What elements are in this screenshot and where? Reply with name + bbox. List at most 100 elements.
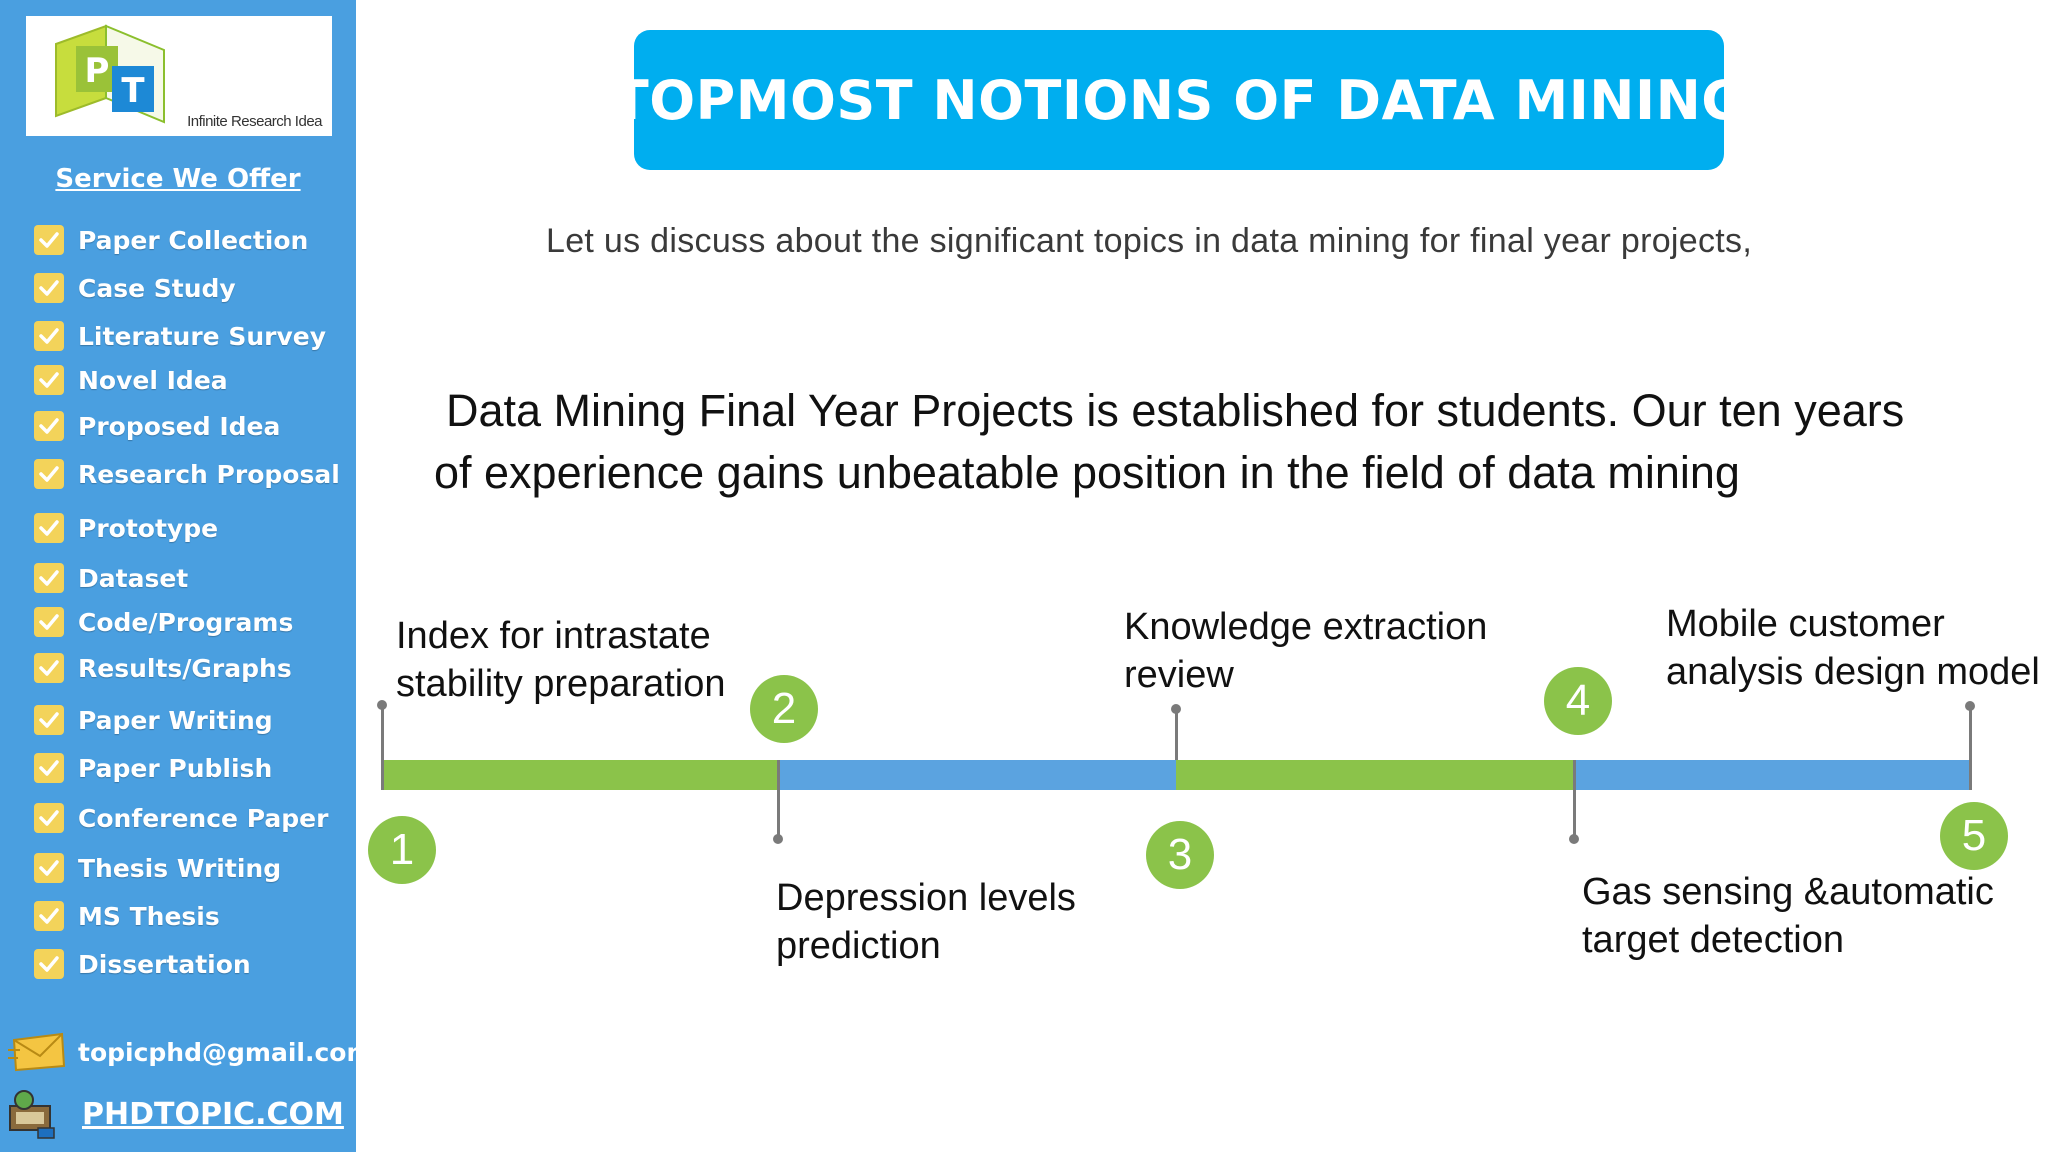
milestone-number-5: 5: [1940, 802, 2008, 870]
service-heading[interactable]: Service We Offer: [55, 164, 301, 194]
milestone-label-5: Mobile customer analysis design model: [1666, 600, 2040, 696]
sidebar-item[interactable]: Research Proposal: [34, 456, 340, 492]
title-banner: TOPMOST NOTIONS OF DATA MINING: [612, 30, 1746, 170]
tick-dot-5: [1965, 701, 1975, 711]
sidebar-item[interactable]: Code/Programs: [34, 604, 293, 640]
milestone-label-4: Gas sensing &automatic target detection: [1582, 868, 1994, 964]
email-envelope-icon: [8, 1032, 66, 1072]
timeline-segment-3: [1176, 760, 1574, 790]
sidebar-item-label: Paper Publish: [78, 753, 273, 783]
intro-paragraph: Data Mining Final Year Projects is estab…: [434, 380, 2034, 504]
sidebar-item[interactable]: Paper Writing: [34, 702, 273, 738]
sidebar-item-label: Results/Graphs: [78, 653, 292, 683]
sidebar-item-label: Literature Survey: [78, 321, 327, 351]
sidebar-item[interactable]: Dataset: [34, 560, 188, 596]
email-address[interactable]: topicphd@gmail.com: [78, 1037, 373, 1067]
milestone-2-line-2: prediction: [776, 925, 941, 967]
checkbox-icon: [34, 459, 64, 489]
sidebar-item[interactable]: Literature Survey: [34, 318, 326, 354]
sidebar-item[interactable]: Paper Collection: [34, 222, 308, 258]
milestone-label-3: Knowledge extraction review: [1124, 603, 1487, 699]
milestone-4-line-2: target detection: [1582, 919, 1844, 961]
subtitle: Let us discuss about the significant top…: [546, 222, 1753, 260]
web-globe-icon: [9, 1090, 55, 1139]
sidebar: P T Infinite Research Idea Service We Of…: [0, 0, 373, 1152]
checkbox-icon: [34, 273, 64, 303]
tick-3: [1175, 712, 1178, 760]
checkbox-icon: [34, 901, 64, 931]
milestone-1-line-1: Index for intrastate: [396, 615, 711, 657]
timeline-segment-1: [382, 760, 778, 790]
milestone-label-1: Index for intrastate stability preparati…: [396, 612, 726, 708]
sidebar-item-label: Research Proposal: [78, 459, 340, 489]
checkbox-icon: [34, 653, 64, 683]
tick-dot-4: [1569, 834, 1579, 844]
milestone-4-line-1: Gas sensing &automatic: [1582, 871, 1994, 913]
sidebar-item[interactable]: Results/Graphs: [34, 650, 292, 686]
milestone-number-2: 2: [750, 675, 818, 743]
tick-dot-3: [1171, 704, 1181, 714]
timeline-segment-2: [778, 760, 1176, 790]
tick-1: [381, 706, 384, 790]
website-link[interactable]: PHDTOPIC.COM: [82, 1096, 344, 1132]
sidebar-item[interactable]: Novel Idea: [34, 362, 228, 398]
checkbox-icon: [34, 365, 64, 395]
tick-dot-2: [773, 834, 783, 844]
logo-caption: Infinite Research Idea: [187, 113, 322, 130]
sidebar-item[interactable]: MS Thesis: [34, 898, 220, 934]
website-contact[interactable]: PHDTOPIC.COM: [8, 1088, 344, 1140]
sidebar-item[interactable]: Thesis Writing: [34, 850, 281, 886]
milestone-3-line-2: review: [1124, 654, 1234, 696]
milestone-number-4: 4: [1544, 667, 1612, 735]
milestone-1-line-2: stability preparation: [396, 663, 726, 705]
checkbox-icon: [34, 513, 64, 543]
sidebar-item[interactable]: Proposed Idea: [34, 408, 280, 444]
checkbox-icon: [34, 225, 64, 255]
checkbox-icon: [34, 607, 64, 637]
intro-line-2: of experience gains unbeatable position …: [434, 447, 1740, 498]
sidebar-item[interactable]: Prototype: [34, 510, 218, 546]
sidebar-item[interactable]: Dissertation: [34, 946, 251, 982]
svg-text:T: T: [121, 71, 145, 111]
milestone-5-line-1: Mobile customer: [1666, 603, 1945, 645]
logo-icon: P T: [55, 24, 165, 124]
tick-2: [777, 760, 780, 838]
sidebar-item-label: Dissertation: [78, 949, 251, 979]
sidebar-item-label: Conference Paper: [78, 803, 329, 833]
page-title: TOPMOST NOTIONS OF DATA MINING: [611, 68, 1747, 132]
sidebar-item-label: Paper Writing: [78, 705, 273, 735]
checkbox-icon: [34, 853, 64, 883]
tick-5: [1969, 708, 1972, 790]
sidebar-item-label: Code/Programs: [78, 607, 294, 637]
checkbox-icon: [34, 753, 64, 783]
svg-text:P: P: [85, 51, 110, 91]
milestone-number-3: 3: [1146, 821, 1214, 889]
milestone-5-line-2: analysis design model: [1666, 651, 2040, 693]
timeline-segment-4: [1574, 760, 1970, 790]
checkbox-icon: [34, 803, 64, 833]
checkbox-icon: [34, 411, 64, 441]
email-contact[interactable]: topicphd@gmail.com: [8, 1032, 373, 1072]
sidebar-item-label: Thesis Writing: [78, 853, 282, 883]
sidebar-item-label: Case Study: [78, 273, 236, 303]
sidebar-item-label: Paper Collection: [78, 225, 309, 255]
checkbox-icon: [34, 705, 64, 735]
sidebar-item-label: Proposed Idea: [78, 411, 281, 441]
logo[interactable]: P T Infinite Research Idea: [26, 16, 332, 136]
milestone-2-line-1: Depression levels: [776, 877, 1076, 919]
sidebar-item[interactable]: Conference Paper: [34, 800, 328, 836]
sidebar-item-label: Novel Idea: [78, 365, 228, 395]
intro-line-1: Data Mining Final Year Projects is estab…: [446, 385, 1905, 436]
sidebar-item-label: Dataset: [78, 563, 189, 593]
sidebar-item[interactable]: Paper Publish: [34, 750, 272, 786]
sidebar-item-label: Prototype: [78, 513, 219, 543]
checkbox-icon: [34, 563, 64, 593]
milestone-3-line-1: Knowledge extraction: [1124, 606, 1488, 648]
checkbox-icon: [34, 321, 64, 351]
tick-4: [1573, 760, 1576, 838]
sidebar-item[interactable]: Case Study: [34, 270, 236, 306]
tick-dot-1: [377, 700, 387, 710]
milestone-number-1: 1: [368, 816, 436, 884]
sidebar-item-label: MS Thesis: [78, 901, 220, 931]
milestone-label-2: Depression levels prediction: [776, 874, 1076, 970]
